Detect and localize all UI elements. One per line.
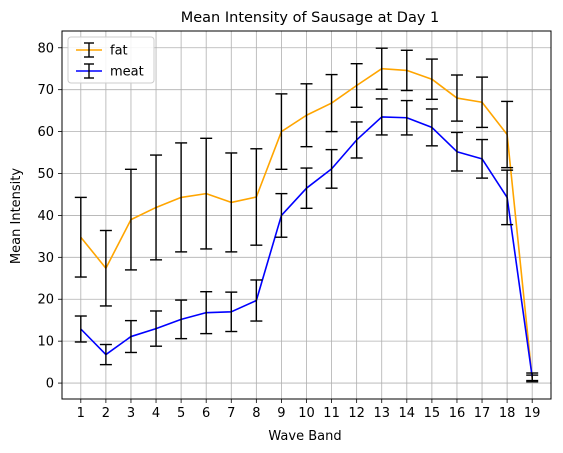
x-tick-label: 5 — [177, 406, 185, 421]
y-tick-label: 80 — [37, 41, 54, 56]
legend-item-fat: fat — [76, 42, 128, 59]
legend-item-meat: meat — [76, 63, 144, 80]
y-tick-label: 60 — [37, 125, 54, 140]
grid — [62, 31, 551, 399]
y-tick-label: 10 — [37, 335, 54, 350]
x-tick-label: 8 — [252, 406, 260, 421]
x-tick-label: 16 — [449, 406, 466, 421]
x-tick-label: 3 — [127, 406, 135, 421]
legend: fat meat — [67, 36, 155, 84]
y-tick-label: 20 — [37, 293, 54, 308]
x-tick-label: 2 — [102, 406, 110, 421]
y-tick-label: 30 — [37, 251, 54, 266]
x-tick-label: 15 — [424, 406, 441, 421]
x-tick-label: 14 — [399, 406, 416, 421]
x-tick-label: 17 — [474, 406, 491, 421]
chart-title: Mean Intensity of Sausage at Day 1 — [181, 10, 440, 26]
y-tick-label: 0 — [46, 377, 54, 392]
x-tick-label: 4 — [152, 406, 160, 421]
series-meat — [74, 98, 539, 382]
x-tick-label: 12 — [348, 406, 365, 421]
y-tick-label: 70 — [37, 83, 54, 98]
series-layer — [74, 47, 539, 383]
x-axis-label: Wave Band — [268, 429, 341, 444]
x-tick-label: 7 — [227, 406, 235, 421]
y-tick-label: 50 — [37, 167, 54, 182]
x-tick-label: 19 — [524, 406, 541, 421]
x-tick-label: 6 — [202, 406, 210, 421]
y-axis-label: Mean Intensity — [9, 168, 24, 264]
x-tick-label: 18 — [499, 406, 516, 421]
x-tick-label: 10 — [298, 406, 315, 421]
legend-label: fat — [110, 44, 128, 59]
series-fat — [74, 47, 539, 383]
x-tick-label: 1 — [77, 406, 85, 421]
x-tick-label: 9 — [277, 406, 285, 421]
legend-label: meat — [110, 65, 144, 80]
x-tick-label: 13 — [373, 406, 390, 421]
y-tick-label: 40 — [37, 209, 54, 224]
axis-ticks: 1 2 3 4 5 6 7 8 9 10 11 12 13 14 15 16 17 18 1901020304050… — [37, 41, 540, 421]
x-tick-label: 11 — [323, 406, 340, 421]
